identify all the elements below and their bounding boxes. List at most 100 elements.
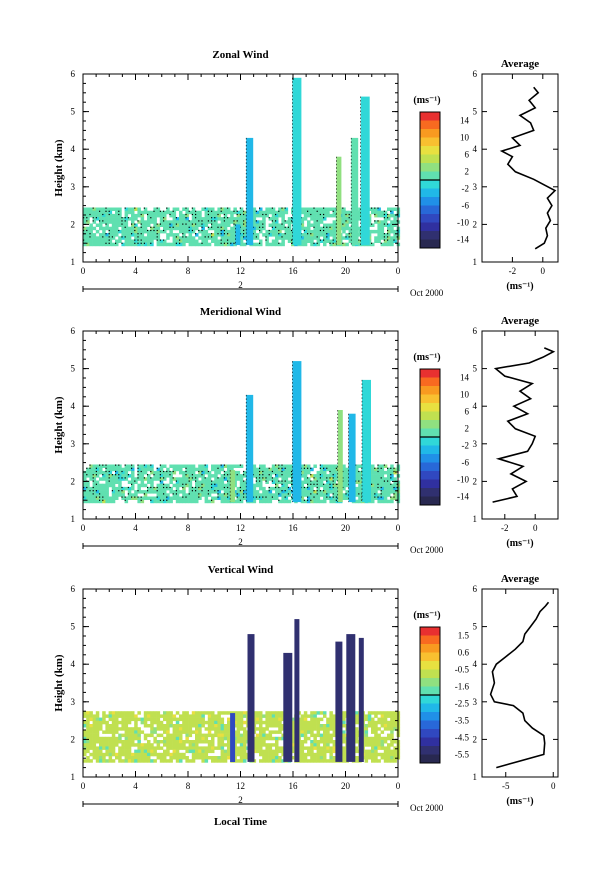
x-tick-label: 4	[133, 523, 138, 533]
column-0	[230, 470, 236, 503]
colorbar-label: 2	[465, 424, 470, 434]
colorbar-segment	[420, 120, 440, 130]
profile-y-tick-label: 5	[473, 107, 478, 117]
colorbar-segment	[420, 462, 440, 472]
colorbar-segment	[420, 471, 440, 480]
colorbar-segment	[420, 720, 440, 730]
colorbar-segment	[420, 669, 440, 679]
x-tick-label: 0	[396, 523, 401, 533]
y-tick-label: 4	[71, 659, 76, 669]
colorbar-label: -6	[462, 201, 470, 211]
column-1	[246, 137, 254, 246]
column-5	[360, 96, 370, 246]
colorbar-label: 14	[460, 373, 470, 383]
day-label: 2	[238, 537, 243, 547]
colorbar-label: 6	[465, 150, 470, 160]
y-tick-label: 4	[71, 144, 76, 154]
profile-x-tick-label: 0	[551, 781, 556, 791]
colorbar-segment	[420, 129, 440, 138]
colorbar-segment	[420, 678, 440, 687]
profile-y-tick-label: 4	[473, 144, 478, 154]
profile-x-tick-label: 0	[541, 266, 546, 276]
profile-x-tick-label: -2	[501, 523, 509, 533]
profile-y-tick-label: 4	[473, 659, 478, 669]
colorbar-segment	[420, 231, 440, 240]
colorbar-segment	[420, 163, 440, 172]
column-3	[337, 410, 343, 503]
profile-line	[492, 347, 556, 503]
colorbar-segment	[420, 112, 440, 121]
profile-title: Average	[501, 315, 539, 327]
colorbar-unit: (ms⁻¹)	[413, 95, 440, 106]
x-tick-label: 8	[186, 523, 191, 533]
heatmap-field	[83, 77, 401, 247]
colorbar-segment	[420, 627, 440, 636]
profile-y-tick-label: 5	[473, 364, 478, 374]
colorbar-label: 0.6	[458, 648, 470, 658]
x-tick-label: 12	[236, 266, 245, 276]
profile-y-tick-label: 1	[473, 257, 478, 267]
column-4	[335, 641, 343, 762]
colorbar-label: -2	[462, 184, 470, 194]
profile-y-tick-label: 1	[473, 514, 478, 524]
colorbar-unit: (ms⁻¹)	[413, 610, 440, 621]
colorbar-label: -14	[457, 235, 469, 245]
colorbar-segment	[420, 171, 440, 181]
column-3	[336, 156, 342, 246]
profile-line	[499, 86, 557, 250]
y-tick-label: 3	[71, 182, 76, 192]
y-tick-label: 5	[71, 622, 76, 632]
profile-frame	[481, 588, 559, 778]
day-label: 2	[238, 280, 243, 290]
column-4	[351, 137, 359, 246]
colorbar-segment	[420, 661, 440, 670]
y-axis-label: Height (km)	[53, 654, 65, 711]
y-tick-label: 4	[71, 401, 76, 411]
profile-x-tick-label: -2	[509, 266, 517, 276]
profile-y-tick-label: 2	[473, 734, 478, 744]
colorbar-label: -4.5	[455, 733, 470, 743]
chart-title: Meridional Wind	[200, 306, 281, 318]
y-tick-label: 3	[71, 439, 76, 449]
profile-x-label: (ms⁻¹)	[506, 281, 533, 292]
colorbar-label: -0.5	[455, 665, 470, 675]
colorbar-label: 10	[460, 133, 470, 143]
x-tick-label: 12	[236, 523, 245, 533]
colorbar-label: -2	[462, 441, 470, 451]
y-tick-label: 6	[71, 326, 76, 336]
profile-x-label: (ms⁻¹)	[506, 538, 533, 549]
colorbar-segment	[420, 214, 440, 223]
profile-line	[489, 601, 550, 769]
column-2	[292, 361, 302, 503]
column-1	[247, 634, 255, 762]
x-tick-label: 16	[289, 266, 299, 276]
x-tick-label: 0	[396, 781, 401, 791]
colorbar-label: -14	[457, 492, 469, 502]
colorbar-segment	[420, 411, 440, 421]
x-tick-label: 0	[81, 266, 86, 276]
day-label: 2	[238, 795, 243, 805]
profile-y-tick-label: 3	[473, 182, 478, 192]
profile-y-tick-label: 3	[473, 439, 478, 449]
profile-x-label: (ms⁻¹)	[506, 796, 533, 807]
y-tick-label: 6	[71, 584, 76, 594]
colorbar-label: -10	[457, 218, 469, 228]
colorbar-segment	[420, 420, 440, 429]
colorbar-segment	[420, 754, 440, 764]
x-tick-label: 16	[289, 781, 299, 791]
x-tick-label: 4	[133, 781, 138, 791]
column-5	[346, 634, 356, 762]
profile-y-tick-label: 6	[473, 69, 478, 79]
profile-frame	[481, 330, 559, 520]
column-5	[362, 379, 371, 503]
y-tick-label: 5	[71, 364, 76, 374]
profile-y-tick-label: 2	[473, 476, 478, 486]
profile-y-tick-label: 4	[473, 401, 478, 411]
profile-y-tick-label: 2	[473, 219, 478, 229]
colorbar-segment	[420, 686, 440, 696]
colorbar-unit: (ms⁻¹)	[413, 352, 440, 363]
profile-y-tick-label: 3	[473, 697, 478, 707]
